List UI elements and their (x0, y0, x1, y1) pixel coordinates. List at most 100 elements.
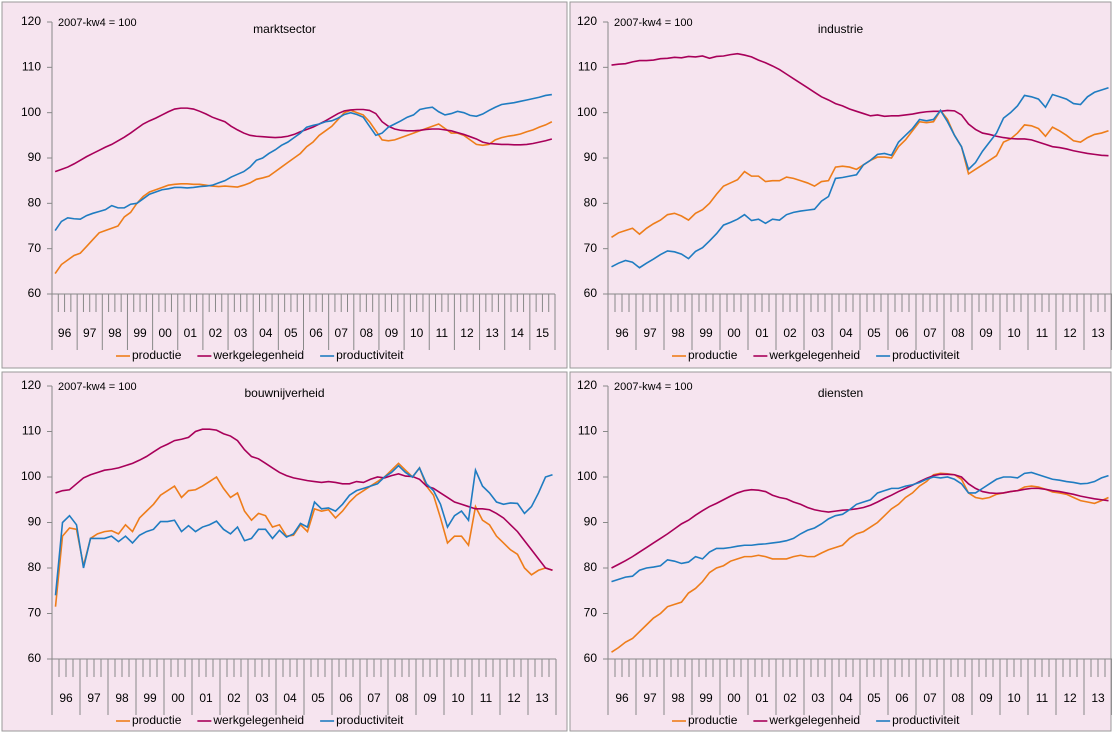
x-tick-label: 09 (979, 691, 993, 705)
x-tick-label: 02 (209, 326, 223, 340)
x-tick-label: 11 (1036, 691, 1049, 705)
x-tick-label: 12 (1063, 691, 1077, 705)
x-tick-label: 06 (309, 326, 323, 340)
y-tick-label: 120 (577, 378, 597, 392)
x-tick-label: 13 (1091, 326, 1105, 340)
x-tick-label: 06 (895, 326, 909, 340)
chart-title: bouwnijverheid (244, 386, 324, 400)
x-tick-label: 97 (83, 326, 97, 340)
panel: 60 70 80 90 100 110 120 96 97 98 99 00 01 02 03 04 05 06 0… (1, 371, 568, 732)
x-tick-label: 06 (895, 691, 909, 705)
annotation: 2007-kw4 = 100 (614, 381, 693, 393)
x-tick-label: 11 (480, 691, 493, 705)
x-tick-label: 01 (755, 691, 769, 705)
x-tick-label: 08 (951, 326, 965, 340)
panel: 60 70 80 90 100 110 120 96 97 98 99 00 01 02 03 04 05 06 0… (569, 371, 1112, 732)
x-tick-label: 01 (755, 326, 769, 340)
y-tick-label: 90 (28, 150, 42, 164)
legend-label: productiviteit (336, 348, 404, 362)
y-tick-label: 80 (584, 560, 598, 574)
x-tick-label: 08 (360, 326, 374, 340)
y-tick-label: 60 (584, 651, 598, 665)
legend-label: werkgelegenheid (768, 713, 860, 727)
legend-label: productie (688, 713, 738, 727)
y-tick-label: 70 (584, 606, 598, 620)
chart-title: industrie (818, 22, 864, 36)
x-tick-label: 07 (923, 691, 937, 705)
series-line (611, 473, 1109, 569)
y-tick-label: 90 (584, 515, 598, 529)
legend-label: productiviteit (336, 713, 404, 727)
y-tick-label: 60 (28, 651, 42, 665)
series-line (54, 464, 553, 596)
panel: 60 70 80 90 100 110 120 96 97 98 99 00 01 02 03 04 05 06 0… (569, 1, 1112, 369)
series-line (611, 472, 1109, 653)
x-tick-label: 10 (410, 326, 424, 340)
x-tick-label: 96 (58, 326, 72, 340)
series-line (611, 52, 1109, 157)
x-tick-label: 10 (1007, 326, 1021, 340)
x-tick-label: 08 (951, 691, 965, 705)
x-tick-label: 12 (1063, 326, 1077, 340)
y-tick-label: 110 (22, 424, 41, 438)
x-tick-label: 10 (451, 691, 465, 705)
x-tick-label: 12 (507, 691, 521, 705)
y-tick-label: 120 (21, 14, 41, 28)
x-tick-label: 08 (395, 691, 409, 705)
y-tick-label: 120 (577, 14, 597, 28)
x-tick-label: 03 (255, 691, 269, 705)
series-line (611, 471, 1109, 583)
x-tick-label: 13 (485, 326, 499, 340)
x-tick-label: 05 (284, 326, 298, 340)
x-tick-label: 06 (339, 691, 353, 705)
x-tick-label: 13 (535, 691, 549, 705)
panel-frame (1, 1, 568, 369)
y-tick-label: 60 (28, 286, 42, 300)
y-tick-label: 120 (21, 378, 41, 392)
chart-title: diensten (818, 386, 863, 400)
y-tick-label: 110 (578, 424, 597, 438)
y-tick-label: 110 (22, 60, 41, 74)
x-tick-label: 96 (615, 691, 629, 705)
x-tick-label: 99 (143, 691, 157, 705)
x-tick-label: 11 (1036, 326, 1049, 340)
x-tick-label: 05 (867, 691, 881, 705)
x-tick-label: 09 (423, 691, 437, 705)
annotation: 2007-kw4 = 100 (614, 17, 693, 29)
y-tick-label: 100 (577, 105, 597, 119)
y-tick-label: 100 (21, 469, 41, 483)
legend-label: productie (688, 348, 738, 362)
x-tick-label: 99 (699, 326, 713, 340)
x-tick-label: 96 (59, 691, 73, 705)
x-tick-label: 07 (367, 691, 381, 705)
x-tick-label: 01 (184, 326, 198, 340)
chart-title: marktsector (253, 22, 316, 36)
legend-label: werkgelegenheid (768, 348, 860, 362)
x-tick-label: 03 (811, 326, 825, 340)
x-tick-label: 00 (727, 691, 741, 705)
x-tick-label: 00 (158, 326, 172, 340)
x-tick-label: 98 (108, 326, 122, 340)
y-tick-label: 60 (584, 286, 598, 300)
x-tick-label: 04 (839, 691, 853, 705)
x-tick-label: 07 (335, 326, 349, 340)
x-tick-label: 00 (727, 326, 741, 340)
x-tick-label: 03 (234, 326, 248, 340)
series-line (54, 462, 553, 607)
annotation: 2007-kw4 = 100 (58, 381, 137, 393)
x-tick-label: 02 (227, 691, 241, 705)
x-tick-label: 15 (536, 326, 550, 340)
x-tick-label: 00 (171, 691, 185, 705)
y-tick-label: 70 (28, 606, 42, 620)
x-tick-label: 98 (671, 326, 685, 340)
x-tick-label: 99 (699, 691, 713, 705)
x-tick-label: 96 (615, 326, 629, 340)
legend-label: werkgelegenheid (212, 348, 304, 362)
x-tick-label: 02 (783, 326, 797, 340)
y-tick-label: 100 (577, 469, 597, 483)
x-tick-label: 97 (87, 691, 101, 705)
x-tick-label: 03 (811, 691, 825, 705)
y-tick-label: 90 (28, 515, 42, 529)
y-tick-label: 70 (584, 241, 598, 255)
